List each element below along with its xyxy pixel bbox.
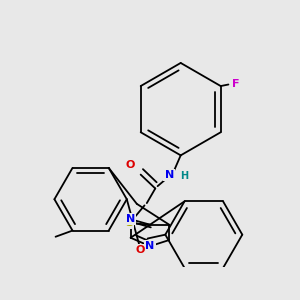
Text: H: H	[180, 171, 188, 181]
Text: O: O	[126, 160, 135, 170]
Text: F: F	[232, 79, 240, 89]
Text: N: N	[145, 241, 154, 251]
Text: S: S	[125, 218, 133, 228]
Text: N: N	[164, 170, 174, 180]
Text: N: N	[126, 214, 135, 224]
Text: O: O	[136, 245, 145, 255]
